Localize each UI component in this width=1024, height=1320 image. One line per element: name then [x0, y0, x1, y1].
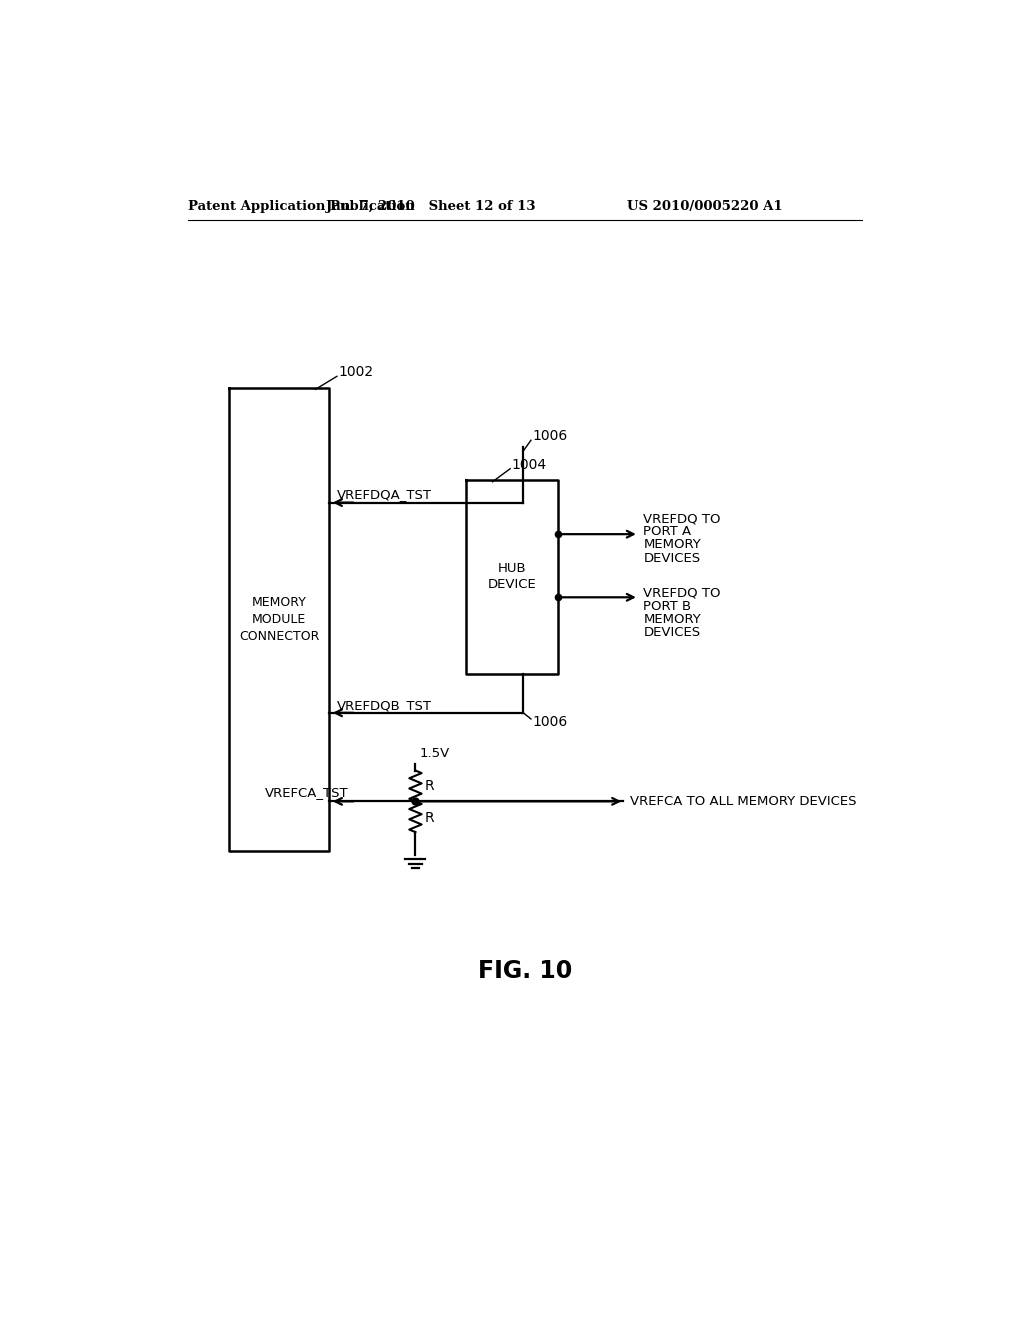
Text: PORT B: PORT B — [643, 601, 691, 612]
Text: DEVICES: DEVICES — [643, 552, 700, 565]
Text: CONNECTOR: CONNECTOR — [239, 630, 319, 643]
Text: VREFCA_TST: VREFCA_TST — [265, 787, 349, 800]
Text: US 2010/0005220 A1: US 2010/0005220 A1 — [628, 199, 782, 213]
Text: Jan. 7, 2010   Sheet 12 of 13: Jan. 7, 2010 Sheet 12 of 13 — [326, 199, 536, 213]
Text: FIG. 10: FIG. 10 — [477, 958, 572, 983]
Text: VREFDQ TO: VREFDQ TO — [643, 587, 721, 601]
Text: VREFCA TO ALL MEMORY DEVICES: VREFCA TO ALL MEMORY DEVICES — [630, 795, 856, 808]
Text: 1006: 1006 — [532, 429, 567, 442]
Text: VREFDQ TO: VREFDQ TO — [643, 512, 721, 525]
Text: 1.5V: 1.5V — [419, 747, 450, 760]
Text: DEVICES: DEVICES — [643, 626, 700, 639]
Text: 1006: 1006 — [532, 715, 567, 729]
Text: MEMORY: MEMORY — [252, 597, 306, 610]
Text: DEVICE: DEVICE — [487, 578, 537, 591]
Text: HUB: HUB — [498, 561, 526, 574]
Text: MODULE: MODULE — [252, 612, 306, 626]
Text: 1004: 1004 — [512, 458, 547, 471]
Text: 1002: 1002 — [339, 366, 374, 379]
Text: VREFDQA_TST: VREFDQA_TST — [337, 487, 432, 500]
Text: R: R — [425, 812, 434, 825]
Text: MEMORY: MEMORY — [643, 612, 701, 626]
Text: PORT A: PORT A — [643, 525, 691, 539]
Text: MEMORY: MEMORY — [643, 539, 701, 552]
Text: R: R — [425, 779, 434, 793]
Text: VREFDQB_TST: VREFDQB_TST — [337, 698, 432, 711]
Text: Patent Application Publication: Patent Application Publication — [188, 199, 415, 213]
